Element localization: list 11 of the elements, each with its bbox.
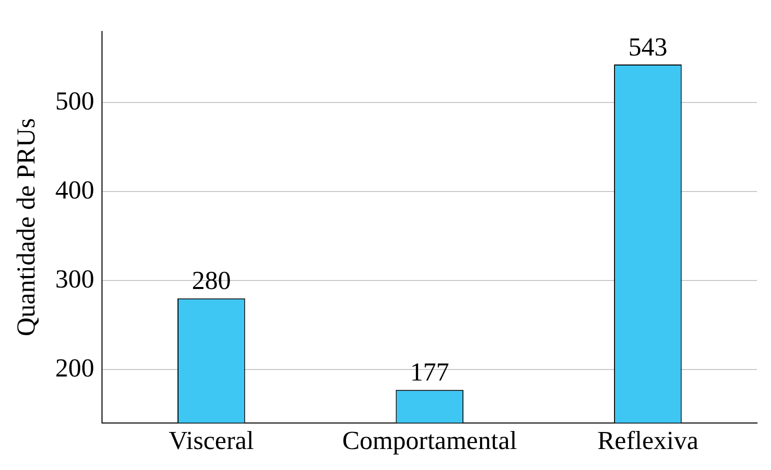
- y-axis-title: Quantidade de PRUs: [11, 118, 40, 336]
- x-tick-label: Visceral: [168, 426, 254, 456]
- y-tick-label: 300: [55, 264, 94, 294]
- y-tick-label: 500: [55, 86, 94, 116]
- data-label: 280: [192, 266, 231, 296]
- y-tick-label: 400: [55, 175, 94, 204]
- x-tick-label: Reflexiva: [597, 426, 699, 456]
- data-label: 177: [410, 358, 450, 387]
- x-tick-label: Comportamental: [342, 426, 517, 456]
- data-label: 543: [628, 32, 668, 62]
- y-tick-label: 200: [55, 353, 94, 382]
